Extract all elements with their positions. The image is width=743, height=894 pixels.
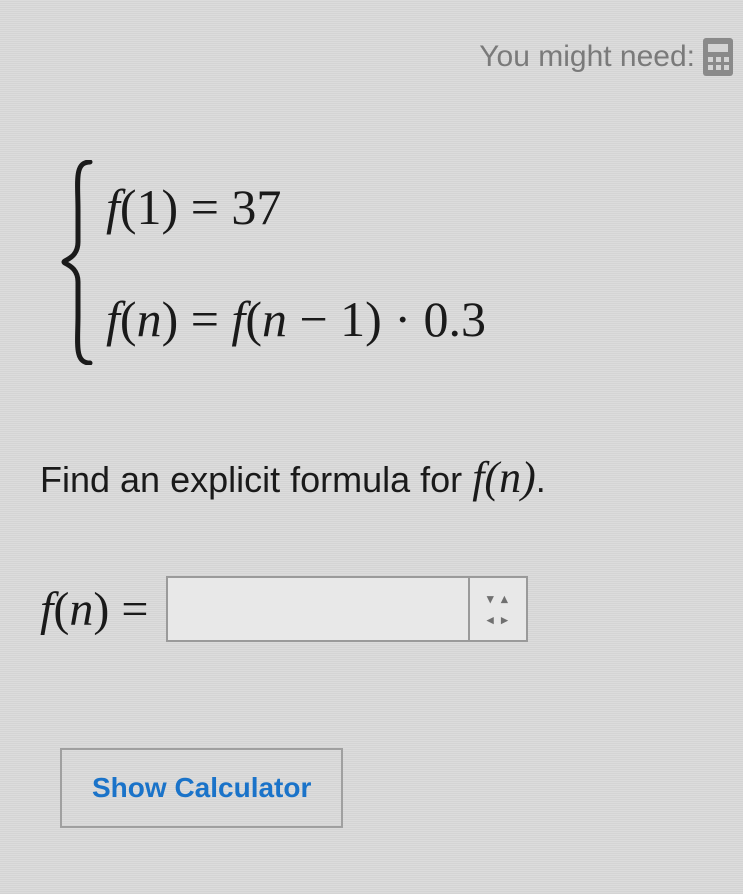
recursive-definition: f(1) = 37 f(n) = f(n − 1) · 0.3 xyxy=(60,160,486,365)
answer-label: f(n) = xyxy=(40,582,148,637)
answer-input[interactable] xyxy=(168,578,468,640)
answer-input-wrap: ▾ ▴ ◂ ▸ xyxy=(166,576,528,642)
math-keypad-icon[interactable]: ▾ ▴ ◂ ▸ xyxy=(468,578,526,640)
question-prompt: Find an explicit formula for f(n). xyxy=(40,452,546,503)
show-calculator-button[interactable]: Show Calculator xyxy=(60,748,343,828)
prompt-math: f(n) xyxy=(472,453,536,502)
calculator-icon[interactable] xyxy=(703,38,733,76)
left-brace-icon xyxy=(60,160,96,365)
answer-row: f(n) = ▾ ▴ ◂ ▸ xyxy=(40,576,528,642)
equation-line-2: f(n) = f(n − 1) · 0.3 xyxy=(106,290,486,348)
equation-line-1: f(1) = 37 xyxy=(106,178,486,236)
hint-label: You might need: xyxy=(479,40,695,74)
prompt-prefix: Find an explicit formula for xyxy=(40,459,472,500)
hint-row: You might need: xyxy=(479,38,733,76)
prompt-suffix: . xyxy=(536,459,546,500)
